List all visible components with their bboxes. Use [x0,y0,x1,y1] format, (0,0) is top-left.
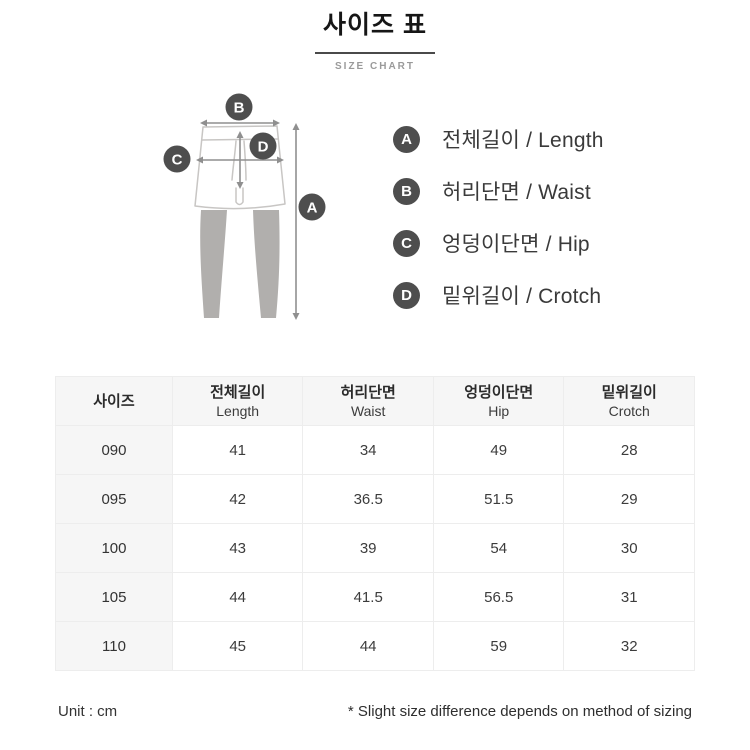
marker-c-letter: C [172,152,183,169]
column-header-crotch-ko: 밑위길이 [601,383,657,401]
legend-badge-b: B [393,177,420,205]
column-header-crotch-en: Crotch [608,402,650,419]
cell-waist: 41.5 [302,572,434,622]
legend-badge-c: C [393,229,420,257]
cell-length: 44 [171,572,304,622]
page-subtitle: SIZE CHART [335,61,415,72]
cell-length: 45 [171,621,304,671]
cell-size: 105 [55,572,173,622]
table-row: 090 41 34 49 28 [55,425,695,475]
unit-label: Unit : cm [58,703,118,720]
marker-B: B [225,93,253,121]
cell-size: 090 [55,425,173,475]
legend-badge-a: A [393,125,420,153]
cell-crotch: 31 [563,572,695,622]
size-table: 사이즈 전체길이 Length 허리단면 Waist 엉덩이단면 Hip 밑위길… [55,376,695,671]
column-header-crotch: 밑위길이 Crotch [563,376,695,426]
legend-label-length: 전체길이 / Length [442,129,604,152]
column-header-length-en: Length [216,402,260,419]
cell-size: 100 [55,523,173,573]
page-header: 사이즈 표 SIZE CHART [0,0,750,73]
marker-A: A [298,193,326,221]
table-row: 100 43 39 54 30 [55,523,695,573]
cell-waist: 39 [302,523,434,573]
marker-C: C [163,145,191,173]
cell-length: 43 [171,523,304,573]
table-row: 110 45 44 59 32 [55,621,695,671]
cell-waist: 36.5 [302,474,434,524]
column-header-size-ko: 사이즈 [93,392,135,410]
table-row: 095 42 36.5 51.5 29 [55,474,695,524]
legend-badge-d: D [393,281,420,309]
footer: Unit : cm * Slight size difference depen… [58,703,692,720]
column-header-hip: 엉덩이단면 Hip [432,376,565,426]
column-header-hip-ko: 엉덩이단면 [464,383,534,401]
size-table-wrap: 사이즈 전체길이 Length 허리단면 Waist 엉덩이단면 Hip 밑위길… [55,376,695,671]
measurement-legend: A 전체길이 / Length B 허리단면 / Waist C 엉덩이단면 /… [393,113,604,321]
legend-label-crotch: 밑위길이 / Crotch [442,285,602,308]
cell-crotch: 28 [563,425,695,475]
legend-item-crotch: D 밑위길이 / Crotch [393,269,604,321]
legend-label-hip: 엉덩이단면 / Hip [442,233,590,256]
legend-item-length: A 전체길이 / Length [393,113,604,165]
cell-hip: 56.5 [432,572,565,622]
column-header-waist-en: Waist [350,402,386,419]
cell-crotch: 32 [563,621,695,671]
garment-diagram: B D C A [163,93,326,320]
cell-waist: 44 [302,621,434,671]
legend-label-waist: 허리단면 / Waist [442,181,591,204]
cell-crotch: 29 [563,474,695,524]
legend-item-waist: B 허리단면 / Waist [393,165,604,217]
sizing-note: * Slight size difference depends on meth… [347,703,692,720]
cell-crotch: 30 [563,523,695,573]
table-row: 105 44 41.5 56.5 31 [55,572,695,622]
marker-a-letter: A [307,200,318,217]
cell-hip: 54 [432,523,565,573]
cell-length: 41 [171,425,304,475]
measurement-arrows [196,119,300,320]
cell-waist: 34 [302,425,434,475]
title-divider [315,52,435,54]
cell-hip: 59 [432,621,565,671]
column-header-size: 사이즈 [55,376,173,426]
cell-size: 110 [55,621,173,671]
cell-size: 095 [55,474,173,524]
column-header-length: 전체길이 Length [171,376,304,426]
marker-d-letter: D [258,139,269,156]
header-row: 사이즈 전체길이 Length 허리단면 Waist 엉덩이단면 Hip 밑위길… [55,376,695,426]
column-header-length-ko: 전체길이 [210,383,266,401]
cell-length: 42 [171,474,304,524]
column-header-hip-en: Hip [488,402,510,419]
marker-b-letter: B [234,100,245,117]
page-title: 사이즈 표 [323,11,427,39]
leggings-shape [200,210,280,318]
measurement-diagram-section: B D C A A 전체길이 / Length B 허리단면 / Waist C… [0,73,750,363]
marker-D: D [249,132,277,160]
legend-item-hip: C 엉덩이단면 / Hip [393,217,604,269]
column-header-waist: 허리단면 Waist [302,376,434,426]
cell-hip: 51.5 [432,474,565,524]
column-header-waist-ko: 허리단면 [340,383,396,401]
cell-hip: 49 [432,425,565,475]
